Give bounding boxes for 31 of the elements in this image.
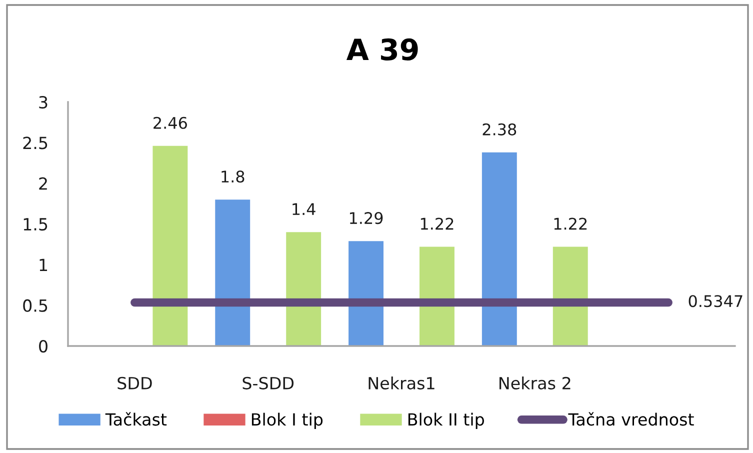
x-tick-label: Nekras 2: [500, 376, 570, 390]
legend-label: Blok I tip: [252, 412, 323, 429]
y-tick-label: 2: [39, 177, 47, 190]
legend-label: Tačkast: [105, 412, 167, 426]
data-label: 1.29: [350, 212, 383, 224]
y-tick-label: 1.5: [24, 218, 48, 231]
data-label: 2.38: [482, 123, 516, 136]
y-tick-label: 0.5: [23, 299, 48, 312]
bar: [420, 246, 454, 346]
x-tick-label: S-SDD: [242, 376, 294, 390]
data-label: 1.22: [420, 218, 454, 230]
bar: [348, 241, 384, 346]
bar: [482, 152, 517, 346]
data-label: 1.22: [554, 218, 587, 230]
data-label: 2.46: [154, 116, 187, 129]
x-tick-label: Nekras1: [368, 376, 434, 390]
x-tick-label: SDD: [118, 376, 152, 390]
bar: [152, 146, 188, 346]
bar: [552, 246, 588, 346]
data-label: 0.5347: [688, 295, 742, 308]
legend-label: Blok II tip: [408, 412, 484, 429]
chart-title: A 39: [346, 38, 418, 60]
y-tick-label: 2.5: [23, 136, 48, 150]
y-tick-label: 0: [39, 340, 48, 353]
legend-label: Tačna vrednost: [568, 412, 694, 426]
y-tick-label: 3: [39, 96, 48, 109]
data-label: 1.8: [222, 170, 244, 183]
data-label: 1.4: [292, 203, 316, 215]
y-tick-label: 1: [40, 258, 48, 271]
bar: [286, 232, 322, 346]
bar: [215, 200, 250, 346]
